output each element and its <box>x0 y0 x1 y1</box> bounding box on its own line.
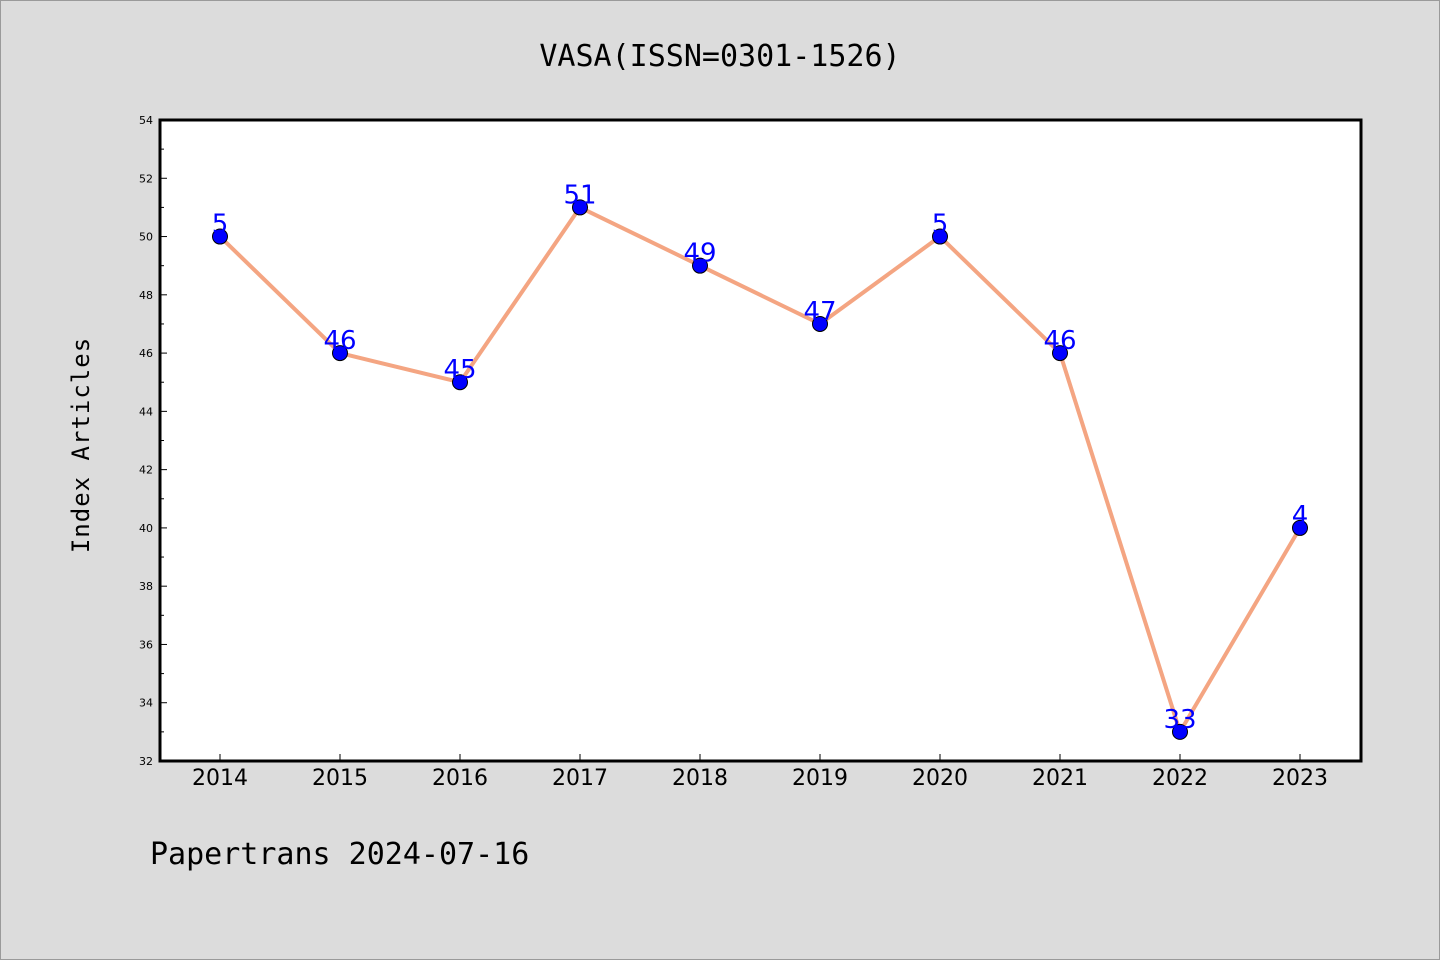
y-tick-label: 42 <box>139 464 153 477</box>
plot-area <box>160 120 1361 761</box>
x-tick-label: 2018 <box>672 766 728 791</box>
series-line-group <box>218 205 1302 734</box>
y-tick-label: 54 <box>139 114 153 127</box>
data-label: 33 <box>1163 705 1196 735</box>
data-label: 49 <box>683 239 716 269</box>
chart-title: VASA(ISSN=0301-1526) <box>539 39 900 74</box>
data-label: 46 <box>323 326 356 356</box>
y-tick-label: 48 <box>139 289 153 302</box>
x-tick-label: 2016 <box>432 766 488 791</box>
data-label: 46 <box>1043 326 1076 356</box>
x-tick-label: 2019 <box>792 766 848 791</box>
footer-stamp: Papertrans 2024-07-16 <box>150 837 529 872</box>
x-tick-label: 2021 <box>1032 766 1088 791</box>
x-tick-label: 2020 <box>912 766 968 791</box>
x-axis: 2014 2015 2016 2017 2018 2019 2020 2021 2022 2023 <box>192 754 1328 791</box>
data-point <box>812 315 828 332</box>
data-label: 45 <box>443 355 476 385</box>
x-tick-label: 2022 <box>1152 766 1208 791</box>
y-tick-label: 40 <box>139 522 153 535</box>
plot-frame <box>158 118 1363 763</box>
y-tick-label: 44 <box>139 405 153 418</box>
x-tick-label: 2023 <box>1272 766 1328 791</box>
y-tick-label: 52 <box>139 172 153 185</box>
x-tick-label: 2014 <box>192 766 248 791</box>
data-label: 51 <box>563 180 596 210</box>
x-tick-label: 2017 <box>552 766 608 791</box>
y-tick-label: 46 <box>139 347 153 360</box>
data-label-group: 5 46 45 51 49 47 5 46 33 4 <box>212 180 1309 734</box>
data-point <box>452 374 468 391</box>
marker-group <box>212 199 1308 740</box>
data-point <box>692 257 708 274</box>
data-label: 47 <box>803 297 836 327</box>
data-point <box>1052 345 1068 362</box>
x-tick-label: 2015 <box>312 766 368 791</box>
y-tick-label: 34 <box>139 697 153 710</box>
data-label: 5 <box>212 210 229 240</box>
data-label: 4 <box>1292 501 1309 531</box>
y-axis-label: Index Articles <box>67 337 95 553</box>
y-tick-label: 50 <box>139 231 153 244</box>
data-point <box>932 228 948 245</box>
data-point <box>572 199 588 216</box>
data-label: 5 <box>932 210 949 240</box>
data-point <box>1172 723 1188 740</box>
data-point <box>1292 519 1308 536</box>
series-line <box>218 205 1302 734</box>
data-point <box>212 228 228 245</box>
y-tick-label: 38 <box>139 580 153 593</box>
data-point <box>332 345 348 362</box>
y-tick-label: 36 <box>139 638 153 651</box>
y-tick-label: 32 <box>139 755 153 768</box>
